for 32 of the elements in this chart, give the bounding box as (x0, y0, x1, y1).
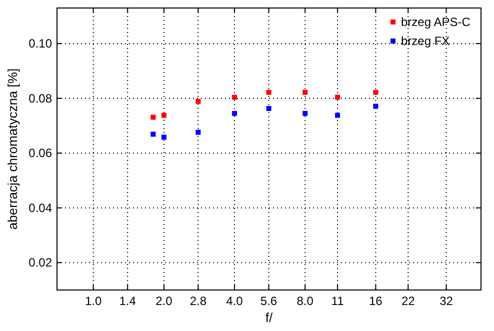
point (196, 98, 201, 104)
y-tick-label: 0.04 (28, 200, 52, 215)
point (266, 90, 272, 95)
y-tick-label: 0.02 (28, 256, 52, 270)
point (196, 130, 201, 135)
y-tick-label: 0.06 (28, 146, 52, 160)
point (232, 110, 238, 116)
x-tick-label: 32 (440, 294, 454, 308)
x-tick-label: 2.8 (190, 294, 207, 308)
point (161, 134, 166, 140)
x-tick-label: 8.0 (296, 294, 314, 308)
point (232, 94, 238, 100)
x-tick-label: 22 (401, 294, 416, 308)
y-axis-title: aberracja chromatyczna [%] (5, 68, 20, 230)
legend-label: brzeg APS-C (401, 15, 471, 29)
y-tick-label: 0.08 (28, 91, 52, 106)
x-tick-label: 1.4 (119, 294, 136, 308)
x-tick-label: 5.6 (260, 294, 278, 308)
point (373, 90, 378, 95)
x-tick-label: 4.0 (226, 294, 244, 308)
x-axis-title: f/ (265, 310, 273, 325)
point (266, 106, 272, 111)
point (373, 104, 378, 109)
y-tick-label: 0.10 (28, 36, 52, 51)
point (161, 112, 166, 118)
point (302, 110, 308, 116)
x-tick-label: 16 (369, 294, 383, 308)
point (302, 90, 308, 95)
legend-label: brzeg FX (401, 34, 450, 48)
x-tick-label: 1.0 (84, 294, 102, 308)
x-tick-label: 11 (331, 294, 344, 308)
x-tick-label: 2.0 (156, 294, 173, 308)
